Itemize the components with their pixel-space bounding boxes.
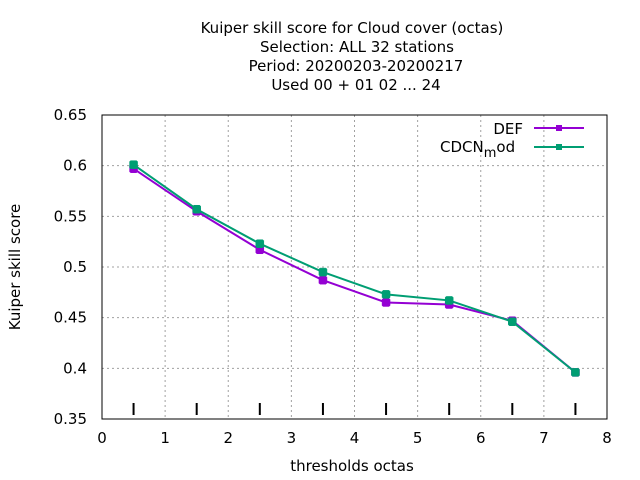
legend-item-cdcn-mod: CDCNmod [440, 138, 584, 161]
y-tick-label: 0.55 [54, 207, 87, 225]
legend-label-cdcn-suffix: od [496, 138, 515, 156]
data-point [255, 239, 265, 248]
x-axis-label: thresholds octas [290, 457, 414, 475]
x-tick-label: 7 [539, 429, 549, 447]
legend-item-def: DEF [493, 120, 584, 138]
title-line-1: Kuiper skill score for Cloud cover (octa… [201, 19, 504, 37]
x-tick-label: 5 [413, 429, 423, 447]
title-line-2: Selection: ALL 32 stations [260, 38, 454, 56]
title-line-3: Period: 20200203-20200217 [249, 57, 464, 75]
y-tick-label: 0.5 [63, 258, 87, 276]
data-series [129, 160, 580, 377]
legend: DEF CDCNmod [440, 120, 584, 161]
y-tick-label: 0.4 [63, 359, 87, 377]
data-point [318, 275, 328, 285]
x-tick-label: 4 [350, 429, 360, 447]
chart-title: Kuiper skill score for Cloud cover (octa… [201, 19, 504, 94]
series-cdcn-mod [129, 160, 580, 377]
x-tick-labels: 0 1 2 3 4 5 6 7 8 [97, 429, 612, 447]
x-tick-label: 6 [476, 429, 486, 447]
x-tick-label: 3 [287, 429, 297, 447]
plot-border [101, 114, 608, 420]
y-tick-label: 0.35 [54, 410, 87, 428]
legend-label-cdcn-mod: CDCNmod [440, 138, 515, 161]
data-point [129, 160, 138, 169]
legend-label-cdcn-main: CDCN [440, 138, 484, 156]
y-tick-label: 0.65 [54, 106, 87, 124]
y-tick-label: 0.45 [54, 309, 87, 327]
series-line [132, 163, 577, 374]
data-point [381, 290, 391, 299]
legend-label-def: DEF [493, 120, 523, 138]
data-point [381, 298, 391, 307]
x-tick-label: 2 [223, 429, 233, 447]
y-axis-label: Kuiper skill score [6, 204, 24, 331]
x-tick-label: 8 [602, 429, 612, 447]
data-point [571, 368, 580, 377]
data-point [444, 296, 454, 305]
x-tick-label: 1 [160, 429, 170, 447]
grid [102, 115, 607, 419]
axis-ticks [132, 403, 577, 415]
legend-marker-cdcn-mod [556, 144, 562, 150]
data-point [508, 317, 517, 326]
x-tick-label: 0 [97, 429, 107, 447]
data-point [192, 204, 201, 214]
title-line-4: Used 00 + 01 02 ... 24 [271, 76, 440, 94]
y-tick-label: 0.6 [63, 157, 87, 175]
y-tick-labels: 0.35 0.4 0.45 0.5 0.55 0.6 0.65 [54, 106, 87, 428]
data-point [318, 267, 328, 277]
legend-marker-def [556, 125, 562, 131]
legend-label-cdcn-subscript: m [484, 146, 497, 161]
